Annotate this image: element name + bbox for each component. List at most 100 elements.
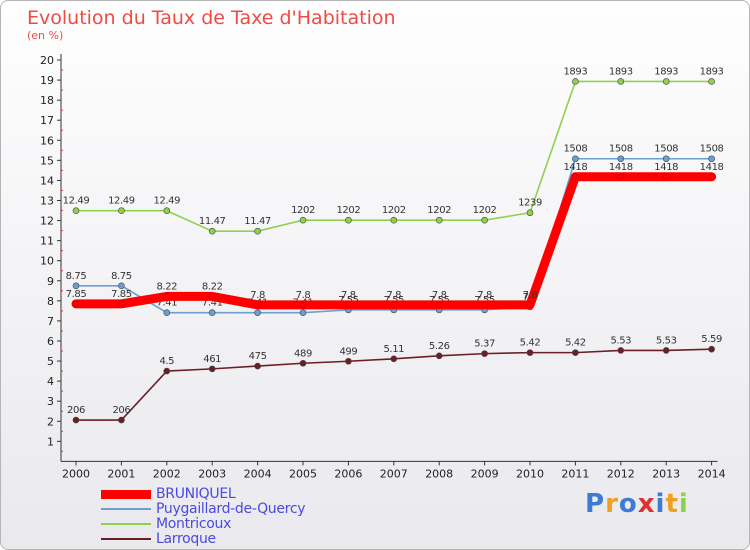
data-label: 461 <box>203 354 221 365</box>
data-point <box>72 207 80 215</box>
data-point <box>617 155 625 163</box>
y-tick-label: 9 <box>47 275 54 288</box>
data-label: 12.49 <box>153 196 180 207</box>
data-point <box>617 347 625 354</box>
data-point <box>118 416 125 424</box>
y-tick-label: 15 <box>40 154 54 167</box>
data-point <box>572 349 579 356</box>
data-point <box>299 301 307 309</box>
data-point <box>254 309 261 316</box>
y-axis-unit: (en %) <box>27 29 64 42</box>
y-tick-label: 3 <box>47 395 54 408</box>
data-label: 1202 <box>336 205 360 216</box>
data-label: 1202 <box>382 205 406 216</box>
proxiti-logo: Proxiti <box>585 489 689 519</box>
y-tick-label: 19 <box>40 74 54 87</box>
data-point <box>208 293 216 300</box>
data-point <box>481 301 488 309</box>
data-label: 475 <box>249 351 267 362</box>
data-label: 1508 <box>700 144 724 155</box>
data-label: 5.11 <box>383 344 404 355</box>
x-tick-label: 2011 <box>561 467 589 480</box>
y-tick-label: 4 <box>47 375 54 388</box>
data-point <box>345 301 352 309</box>
data-label: 1202 <box>473 205 497 216</box>
data-point <box>254 227 261 235</box>
x-tick-label: 2007 <box>380 467 408 480</box>
data-label: 8.22 <box>156 281 177 292</box>
data-point <box>662 155 670 163</box>
data-label: 5.42 <box>520 338 541 349</box>
data-label: 11.47 <box>244 216 271 227</box>
data-label: 1508 <box>654 144 678 155</box>
data-label: 1418 <box>654 162 678 173</box>
y-tick-label: 1 <box>47 435 54 448</box>
legend-swatch <box>101 508 151 510</box>
data-point <box>299 359 307 367</box>
legend-item: Larroque <box>101 531 216 547</box>
y-tick-label: 14 <box>40 174 54 187</box>
data-point <box>708 173 715 181</box>
data-point <box>526 209 534 217</box>
data-point <box>299 309 307 316</box>
data-label: 1418 <box>563 162 587 173</box>
data-point <box>299 216 307 224</box>
data-label: 1893 <box>563 66 587 77</box>
data-point <box>435 352 443 360</box>
x-tick-label: 2012 <box>607 467 635 480</box>
data-label: 1893 <box>700 66 724 77</box>
legend-swatch <box>101 538 151 540</box>
y-tick-label: 13 <box>40 194 54 207</box>
data-point <box>390 301 398 309</box>
x-tick-label: 2006 <box>334 467 362 480</box>
legend-item: Puygaillard-de-Quercy <box>101 501 306 517</box>
x-tick-label: 2002 <box>153 467 181 480</box>
data-label: 12.49 <box>63 196 90 207</box>
x-tick-label: 2001 <box>107 467 135 480</box>
data-point <box>662 78 670 85</box>
data-label: 7.85 <box>111 289 132 300</box>
data-point <box>572 173 579 181</box>
data-label: 1508 <box>563 144 587 155</box>
data-point <box>572 78 579 85</box>
data-label: 206 <box>112 405 130 416</box>
data-label: 7.85 <box>66 289 87 300</box>
legend-label: Larroque <box>156 531 216 547</box>
data-label: 5.26 <box>429 341 450 352</box>
data-label: 1893 <box>609 66 633 77</box>
legend-swatch <box>101 523 151 525</box>
data-label: 499 <box>339 346 357 357</box>
y-tick-label: 18 <box>40 94 54 107</box>
data-label: 1893 <box>654 66 678 77</box>
data-point <box>617 173 625 181</box>
y-tick-label: 12 <box>40 215 54 228</box>
data-point <box>254 301 261 309</box>
data-point <box>390 216 398 224</box>
x-tick-label: 2000 <box>62 467 90 480</box>
data-label: 1202 <box>427 205 451 216</box>
data-point <box>662 347 670 354</box>
data-point <box>481 216 488 224</box>
y-tick-label: 2 <box>47 415 54 428</box>
data-point <box>708 155 715 163</box>
data-label: 7.41 <box>202 298 223 309</box>
x-tick-label: 2008 <box>425 467 453 480</box>
data-point <box>208 227 216 235</box>
data-point <box>72 300 80 308</box>
data-point <box>572 155 579 163</box>
y-tick-label: 7 <box>47 315 54 328</box>
data-point <box>118 207 125 215</box>
x-tick-label: 2003 <box>198 467 226 480</box>
x-tick-label: 2010 <box>516 467 544 480</box>
y-tick-label: 16 <box>40 134 54 147</box>
y-tick-label: 10 <box>40 255 54 268</box>
data-point <box>254 362 261 370</box>
data-label: 7.41 <box>156 298 177 309</box>
data-label: 12.49 <box>108 196 135 207</box>
legend-item: Montricoux <box>101 516 232 532</box>
x-tick-label: 2009 <box>471 467 499 480</box>
data-label: 5.37 <box>474 339 495 350</box>
legend-label: Montricoux <box>156 516 232 532</box>
